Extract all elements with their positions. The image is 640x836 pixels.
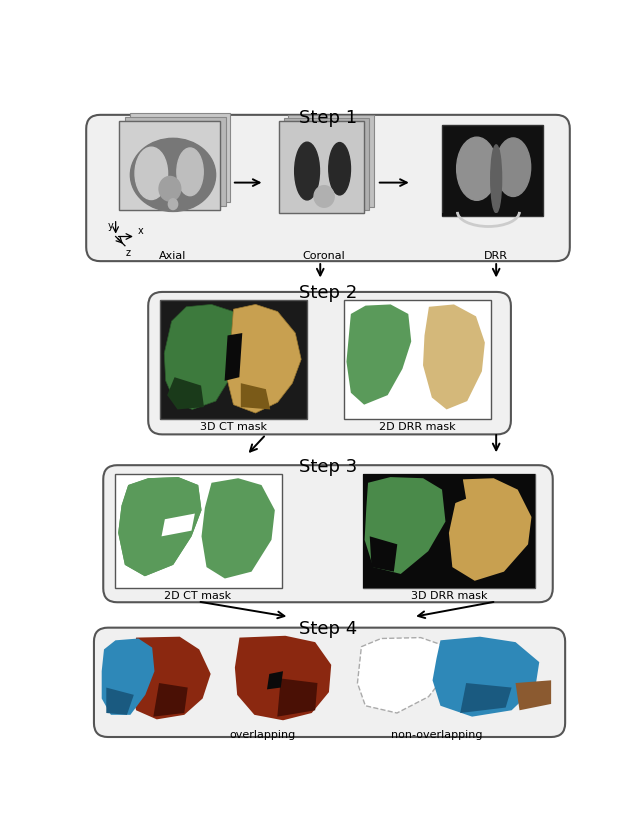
Polygon shape xyxy=(118,477,202,577)
Ellipse shape xyxy=(457,138,497,201)
FancyBboxPatch shape xyxy=(148,293,511,435)
Polygon shape xyxy=(228,305,301,414)
Polygon shape xyxy=(164,305,239,410)
Text: 2D CT mask: 2D CT mask xyxy=(164,590,232,600)
Polygon shape xyxy=(433,637,540,716)
Polygon shape xyxy=(106,688,134,715)
Ellipse shape xyxy=(159,177,180,201)
Bar xyxy=(115,474,282,588)
Ellipse shape xyxy=(135,148,168,201)
Bar xyxy=(279,122,364,214)
Polygon shape xyxy=(102,639,154,715)
Text: Step 3: Step 3 xyxy=(299,457,357,475)
Ellipse shape xyxy=(496,139,531,197)
Bar xyxy=(160,300,307,420)
Ellipse shape xyxy=(177,149,204,196)
Polygon shape xyxy=(131,637,211,720)
Polygon shape xyxy=(358,638,449,713)
Bar xyxy=(289,115,374,208)
Ellipse shape xyxy=(329,144,351,196)
Bar xyxy=(284,119,369,211)
Bar xyxy=(363,474,535,588)
Polygon shape xyxy=(267,671,283,690)
FancyBboxPatch shape xyxy=(86,115,570,262)
Polygon shape xyxy=(235,636,332,721)
Text: non-overlapping: non-overlapping xyxy=(391,730,483,739)
Text: Step 1: Step 1 xyxy=(299,109,357,127)
Bar xyxy=(442,125,543,217)
FancyBboxPatch shape xyxy=(103,466,553,603)
Text: 3D DRR mask: 3D DRR mask xyxy=(411,590,487,600)
Polygon shape xyxy=(167,378,204,410)
Polygon shape xyxy=(445,479,466,506)
Polygon shape xyxy=(370,537,397,572)
Polygon shape xyxy=(277,679,317,716)
Polygon shape xyxy=(365,477,445,574)
Polygon shape xyxy=(346,305,412,405)
Text: y: y xyxy=(108,221,113,231)
Polygon shape xyxy=(423,305,485,410)
Text: x: x xyxy=(138,226,143,236)
Bar xyxy=(442,214,543,217)
Polygon shape xyxy=(202,479,275,579)
Bar xyxy=(363,474,535,588)
Bar xyxy=(125,118,226,206)
Polygon shape xyxy=(118,477,202,577)
Ellipse shape xyxy=(314,186,334,208)
Text: 2D DRR mask: 2D DRR mask xyxy=(379,422,456,431)
Text: overlapping: overlapping xyxy=(229,730,295,739)
Polygon shape xyxy=(161,514,195,537)
Ellipse shape xyxy=(168,200,178,211)
Bar xyxy=(344,300,491,420)
Polygon shape xyxy=(225,334,243,381)
Bar xyxy=(119,122,220,211)
Bar xyxy=(119,122,220,211)
Ellipse shape xyxy=(294,143,319,201)
Polygon shape xyxy=(241,384,270,410)
Text: DRR: DRR xyxy=(484,251,508,261)
Polygon shape xyxy=(449,479,531,581)
Ellipse shape xyxy=(491,145,502,213)
Ellipse shape xyxy=(131,139,216,212)
Polygon shape xyxy=(516,681,551,711)
Text: Coronal: Coronal xyxy=(303,251,346,261)
Text: 3D CT mask: 3D CT mask xyxy=(200,422,267,431)
Bar xyxy=(129,115,230,202)
Text: z: z xyxy=(125,248,131,258)
Polygon shape xyxy=(460,683,511,713)
Text: Axial: Axial xyxy=(159,251,187,261)
Text: Step 2: Step 2 xyxy=(299,283,357,301)
FancyBboxPatch shape xyxy=(94,628,565,737)
Text: Step 4: Step 4 xyxy=(299,619,357,637)
Bar xyxy=(279,122,364,214)
Polygon shape xyxy=(154,683,188,716)
